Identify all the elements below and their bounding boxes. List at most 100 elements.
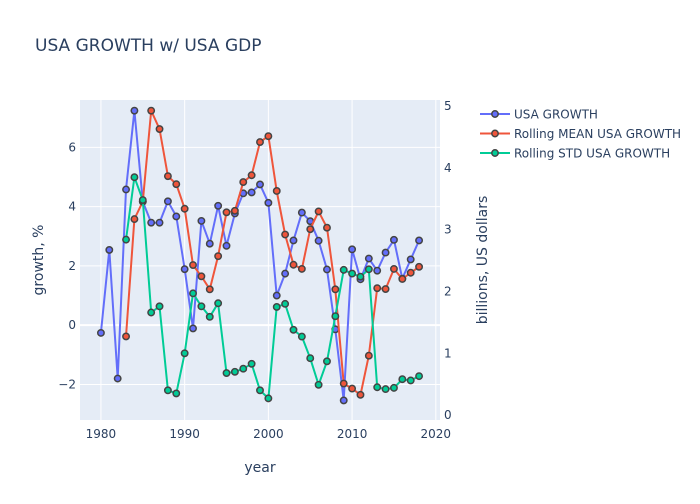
- legend-label: Rolling STD USA GROWTH: [514, 147, 670, 161]
- data-point: [390, 235, 398, 244]
- data-point: [415, 236, 424, 245]
- data-point: [189, 289, 197, 298]
- data-point: [272, 302, 281, 311]
- legend-item: Rolling MEAN USA GROWTH: [480, 127, 681, 141]
- data-point: [297, 264, 306, 273]
- data-point: [297, 332, 306, 341]
- x-tick-label: 2000: [253, 427, 284, 441]
- legend: USA GROWTH Rolling MEAN USA GROWTH Rolling…: [480, 108, 681, 161]
- data-point: [398, 275, 407, 283]
- data-point: [189, 324, 197, 333]
- data-point: [205, 312, 214, 321]
- data-point: [390, 383, 398, 392]
- series-rolling-mean-usa-growth: [122, 106, 424, 399]
- data-point: [147, 308, 156, 317]
- data-point: [180, 349, 189, 358]
- data-point: [214, 201, 223, 210]
- data-point: [331, 285, 340, 294]
- y2-tick-label: 5: [444, 99, 452, 113]
- data-point: [323, 223, 331, 232]
- data-point: [214, 252, 223, 261]
- legend-marker-swatch: [491, 149, 499, 157]
- y2-tick-label: 1: [444, 346, 452, 360]
- data-point: [381, 385, 390, 394]
- data-point: [180, 204, 189, 213]
- data-point: [205, 285, 214, 294]
- data-point: [239, 178, 248, 187]
- data-point: [339, 396, 348, 405]
- data-point: [264, 198, 273, 207]
- data-point: [272, 187, 281, 195]
- data-point: [222, 241, 231, 250]
- series-rolling-std-usa-growth: [122, 173, 424, 403]
- data-point: [256, 138, 264, 147]
- y2-tick-label: 3: [444, 223, 452, 237]
- data-point: [172, 180, 181, 189]
- data-point: [381, 248, 390, 257]
- data-point: [105, 245, 114, 254]
- data-point: [339, 265, 348, 274]
- data-point: [314, 380, 323, 389]
- data-point: [323, 265, 331, 274]
- data-point: [155, 125, 164, 133]
- data-point: [272, 291, 281, 300]
- y-tick-label: 0: [68, 318, 76, 332]
- data-point: [281, 299, 290, 308]
- data-point: [155, 218, 164, 227]
- x-tick-label: 1980: [86, 427, 117, 441]
- data-point: [122, 332, 130, 341]
- data-point: [339, 379, 348, 388]
- data-point: [163, 197, 172, 206]
- data-point: [381, 285, 390, 293]
- legend-label: Rolling MEAN USA GROWTH: [514, 127, 681, 141]
- data-point: [264, 394, 273, 403]
- data-point: [306, 354, 315, 363]
- data-point: [256, 386, 264, 395]
- data-point: [390, 264, 398, 273]
- data-point: [230, 367, 239, 376]
- y2-tick-label: 2: [444, 285, 452, 299]
- data-point: [155, 302, 164, 311]
- data-point: [314, 207, 323, 216]
- data-point: [247, 188, 256, 197]
- data-point: [147, 106, 156, 115]
- data-point: [289, 236, 298, 245]
- data-point: [96, 328, 105, 337]
- data-point: [122, 235, 130, 244]
- data-point: [364, 265, 373, 274]
- series-group: [96, 106, 424, 405]
- data-point: [214, 299, 223, 308]
- data-point: [172, 389, 181, 398]
- data-point: [406, 376, 415, 385]
- chart-title: USA GROWTH w/ USA GDP: [35, 36, 261, 56]
- data-point: [264, 132, 273, 141]
- data-point: [373, 284, 382, 293]
- legend-item: Rolling STD USA GROWTH: [480, 147, 670, 161]
- data-point: [172, 212, 181, 221]
- data-point: [323, 357, 331, 366]
- data-point: [289, 260, 298, 269]
- data-point: [348, 384, 357, 393]
- data-point: [306, 225, 315, 234]
- data-point: [130, 215, 139, 224]
- data-point: [138, 196, 147, 205]
- data-point: [406, 255, 415, 264]
- data-point: [331, 312, 340, 321]
- data-point: [163, 172, 172, 181]
- data-point: [281, 269, 290, 278]
- data-point: [256, 180, 264, 189]
- data-point: [398, 375, 407, 384]
- data-point: [163, 386, 172, 395]
- y-tick-label: 2: [68, 259, 76, 273]
- data-point: [373, 383, 382, 392]
- x-tick-label: 1990: [169, 427, 200, 441]
- legend-marker-swatch: [491, 129, 499, 138]
- y-tick-label: 6: [68, 140, 76, 154]
- data-point: [130, 173, 139, 182]
- data-point: [113, 374, 122, 383]
- y2-tick-label: 4: [444, 161, 452, 175]
- data-point: [348, 269, 357, 278]
- y-tick-label: −2: [58, 377, 76, 391]
- data-point: [197, 302, 206, 311]
